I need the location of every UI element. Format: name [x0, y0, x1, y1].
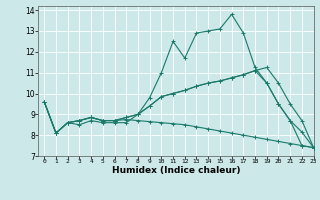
X-axis label: Humidex (Indice chaleur): Humidex (Indice chaleur) — [112, 166, 240, 175]
